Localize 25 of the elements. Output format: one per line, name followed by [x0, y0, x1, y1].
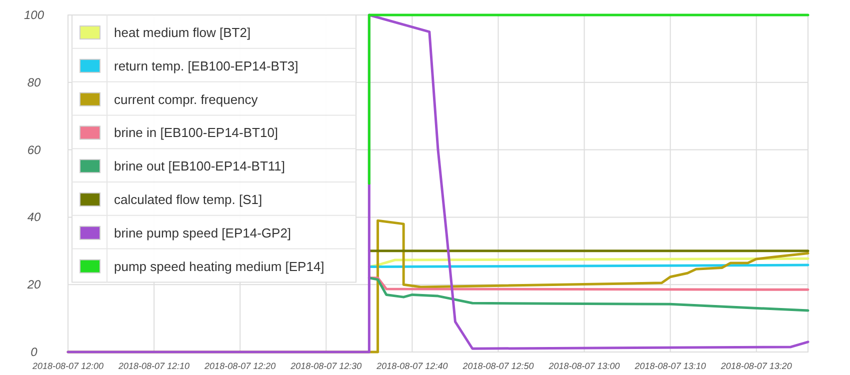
legend-label: brine out [EB100-EP14-BT11] — [114, 158, 286, 174]
x-tick-label: 2018-08-07 13:20 — [720, 361, 792, 371]
y-tick-label: 60 — [27, 142, 41, 157]
x-tick-label: 2018-08-07 12:20 — [204, 361, 276, 371]
x-tick-label: 2018-08-07 12:40 — [376, 361, 448, 371]
line-series — [368, 276, 810, 312]
legend-label: brine pump speed [EP14-GP2] — [114, 225, 292, 240]
legend-label: pump speed heating medium [EP14] — [114, 258, 324, 274]
line-series — [368, 257, 810, 268]
y-tick-label: 20 — [26, 278, 41, 292]
y-tick-label: 80 — [27, 75, 41, 90]
legend-label: return temp. [EB100-EP14-BT3] — [114, 58, 298, 74]
y-tick-label: 100 — [24, 8, 44, 22]
legend-label: current compr. frequency — [114, 92, 258, 107]
y-tick-label: 0 — [30, 345, 38, 359]
x-tick-label: 2018-08-07 12:00 — [31, 361, 104, 371]
x-tick-label: 2018-08-07 12:10 — [118, 361, 190, 371]
legend-label: brine in [EB100-EP14-BT10] — [114, 125, 278, 140]
legend-label: calculated flow temp. [S1] — [114, 192, 262, 207]
x-tick-label: 2018-08-07 13:00 — [548, 361, 620, 371]
x-tick-label: 2018-08-07 13:10 — [634, 361, 706, 371]
x-tick-label: 2018-08-07 12:50 — [462, 361, 534, 371]
x-tick-label: 2018-08-07 12:30 — [290, 361, 362, 371]
y-tick-label: 40 — [27, 210, 41, 224]
legend-label: heat medium flow [BT2] — [114, 25, 251, 40]
